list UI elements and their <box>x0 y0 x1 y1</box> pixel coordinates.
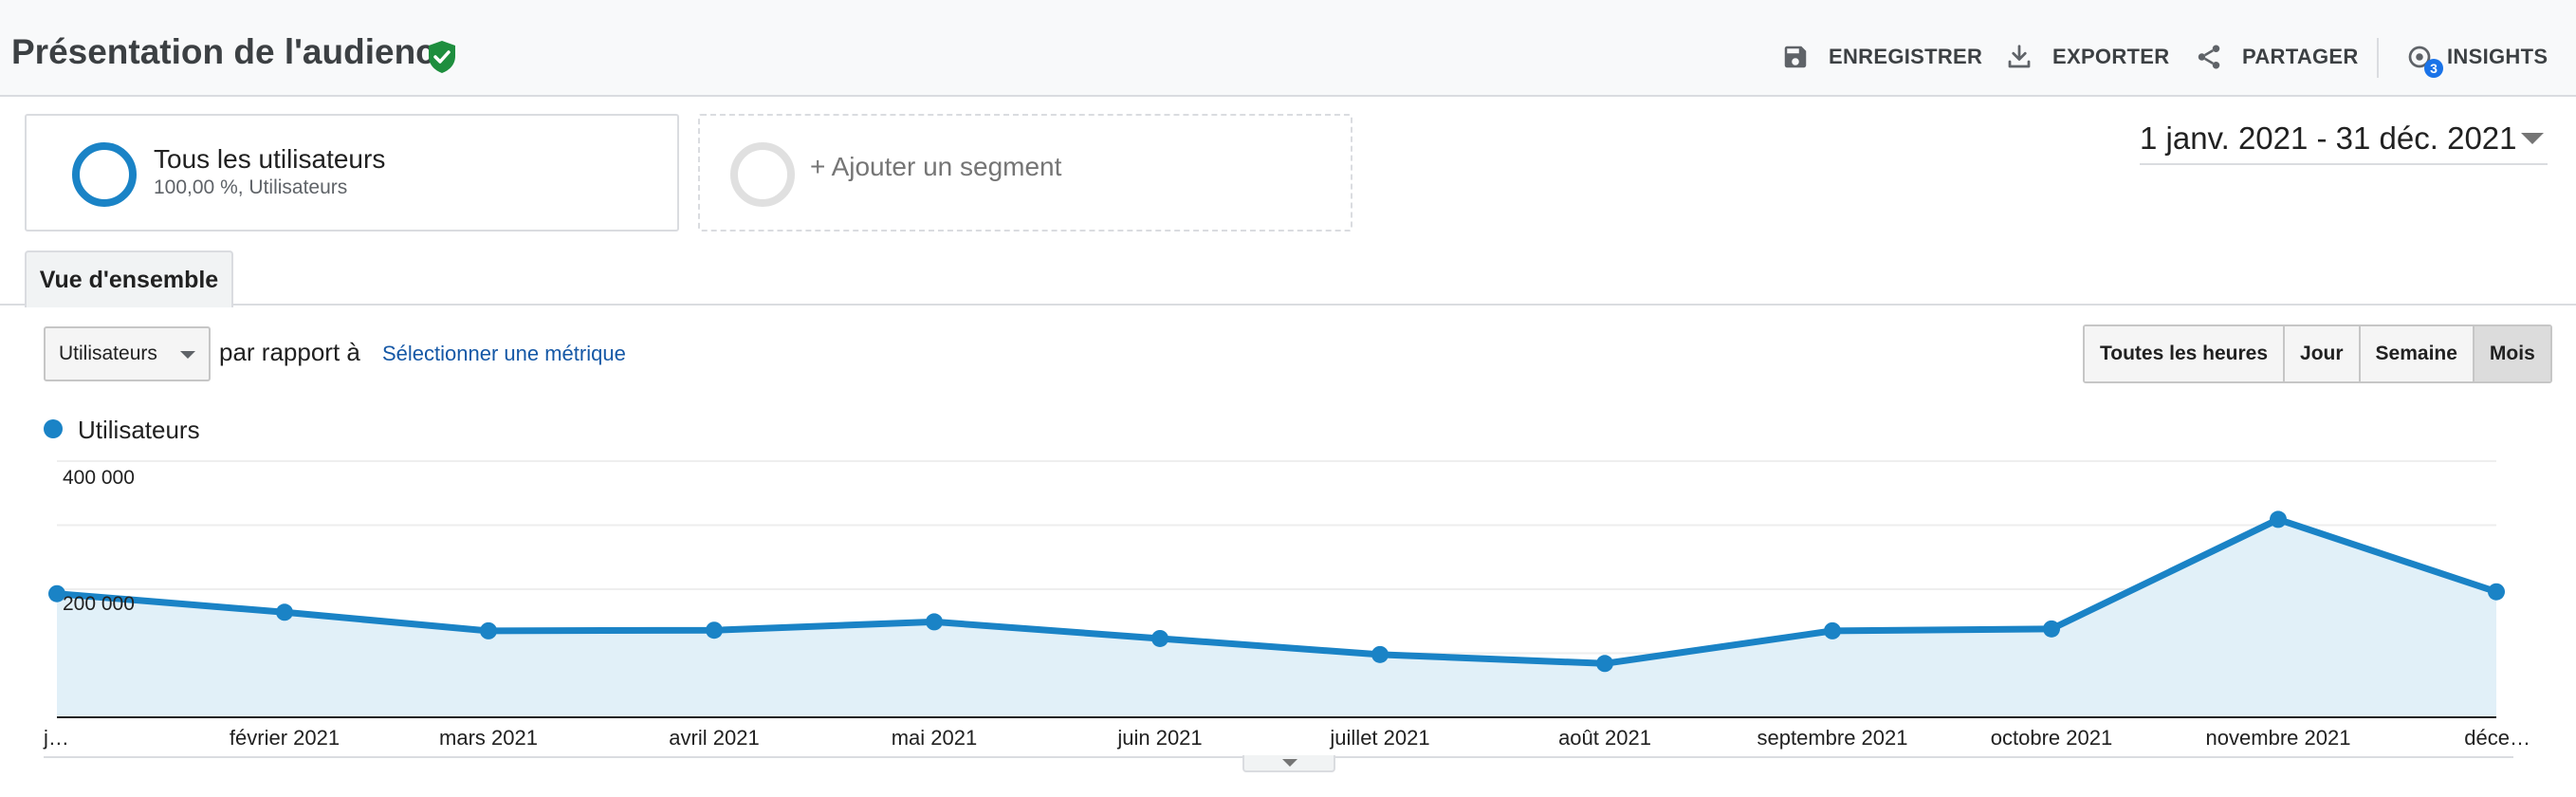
insights-button[interactable]: INSIGHTS <box>2405 38 2548 76</box>
save-icon <box>1784 46 1807 68</box>
data-point <box>48 584 65 602</box>
x-tick-label: octobre 2021 <box>1991 726 2112 750</box>
data-point <box>480 621 497 639</box>
data-point <box>1596 655 1613 673</box>
metric-select-value: Utilisateurs <box>59 343 157 364</box>
segment-ring-icon <box>72 142 137 207</box>
compare-text: par rapport à <box>219 338 360 366</box>
save-label: ENREGISTRER <box>1829 45 1983 68</box>
x-tick-label: février 2021 <box>230 726 340 750</box>
segment-all-users[interactable]: Tous les utilisateurs 100,00 %, Utilisat… <box>25 114 679 232</box>
save-button[interactable]: ENREGISTRER <box>1781 38 1982 76</box>
share-icon <box>2198 45 2220 69</box>
data-point <box>2043 620 2060 638</box>
legend-series-dot <box>44 419 63 438</box>
x-tick-label: mars 2021 <box>439 726 538 750</box>
chevron-down-icon <box>2521 133 2544 144</box>
users-series-line <box>56 515 2498 667</box>
export-button[interactable]: EXPORTER <box>2005 38 2169 76</box>
period-month-button[interactable]: Mois <box>2474 326 2550 381</box>
date-range-picker[interactable]: 1 janv. 2021 - 31 déc. 2021 <box>2140 114 2548 165</box>
insights-label: INSIGHTS <box>2447 45 2548 68</box>
data-point <box>1371 645 1389 663</box>
segment-title: Tous les utilisateurs <box>154 144 386 174</box>
x-tick-label: déce… <box>2464 726 2530 750</box>
share-button[interactable]: PARTAGER <box>2195 38 2359 76</box>
tab-divider <box>0 304 2576 306</box>
chart-expand-handle[interactable] <box>1242 755 1335 772</box>
data-point <box>926 613 943 631</box>
y-tick-label: 400 000 <box>63 467 135 489</box>
x-tick-label: novembre 2021 <box>2206 726 2351 750</box>
dropdown-arrow-icon <box>180 351 195 359</box>
x-tick-label: août 2021 <box>1558 726 1651 750</box>
x-tick-label: juillet 2021 <box>1329 726 1429 750</box>
metric-select[interactable]: Utilisateurs <box>44 326 211 381</box>
x-tick-label: juin 2021 <box>1116 726 1202 750</box>
select-metric-link[interactable]: Sélectionner une métrique <box>382 342 626 365</box>
segment-subtitle: 100,00 %, Utilisateurs <box>154 176 348 198</box>
period-week-button[interactable]: Semaine <box>2360 326 2475 381</box>
tab-active-cover <box>27 302 231 307</box>
add-segment-link[interactable]: + Ajouter un segment <box>810 152 1062 181</box>
users-line-chart: 400 000 200 000 j… février 2021 mars 2021 avr… <box>43 460 2530 758</box>
tab-overview[interactable]: Vue d'ensemble <box>25 250 233 307</box>
y-tick-label: 200 000 <box>63 593 135 615</box>
x-tick-label: mai 2021 <box>892 726 978 750</box>
insights-count-badge: 3 <box>2424 59 2443 78</box>
x-tick-label: septembre 2021 <box>1757 726 1908 750</box>
data-point <box>2488 583 2505 601</box>
data-point <box>2270 510 2287 528</box>
page-header: Présentation de l'audience ENREGISTRER E… <box>0 0 2576 97</box>
chart-area-fill <box>57 519 2496 717</box>
add-segment-card[interactable]: + Ajouter un segment <box>698 114 1352 232</box>
x-tick-label: j… <box>43 726 69 750</box>
data-point <box>1824 621 1841 639</box>
legend-series-label: Utilisateurs <box>78 416 200 444</box>
download-icon <box>2008 45 2031 68</box>
data-point <box>706 621 723 639</box>
empty-segment-ring-icon <box>730 142 795 207</box>
period-hourly-button[interactable]: Toutes les heures <box>2085 326 2286 381</box>
x-tick-label: avril 2021 <box>669 726 759 750</box>
share-label: PARTAGER <box>2242 45 2359 68</box>
verified-shield-icon <box>429 41 455 73</box>
period-toggle-group: Toutes les heures Jour Semaine Mois <box>2083 324 2552 383</box>
export-label: EXPORTER <box>2052 45 2170 68</box>
date-range-label: 1 janv. 2021 - 31 déc. 2021 <box>2140 120 2517 156</box>
page-title: Présentation de l'audience <box>11 32 455 71</box>
data-point <box>276 603 293 621</box>
header-divider <box>2377 38 2379 78</box>
data-point <box>1151 629 1168 647</box>
insights-icon <box>2408 46 2431 68</box>
period-day-button[interactable]: Jour <box>2285 326 2361 381</box>
